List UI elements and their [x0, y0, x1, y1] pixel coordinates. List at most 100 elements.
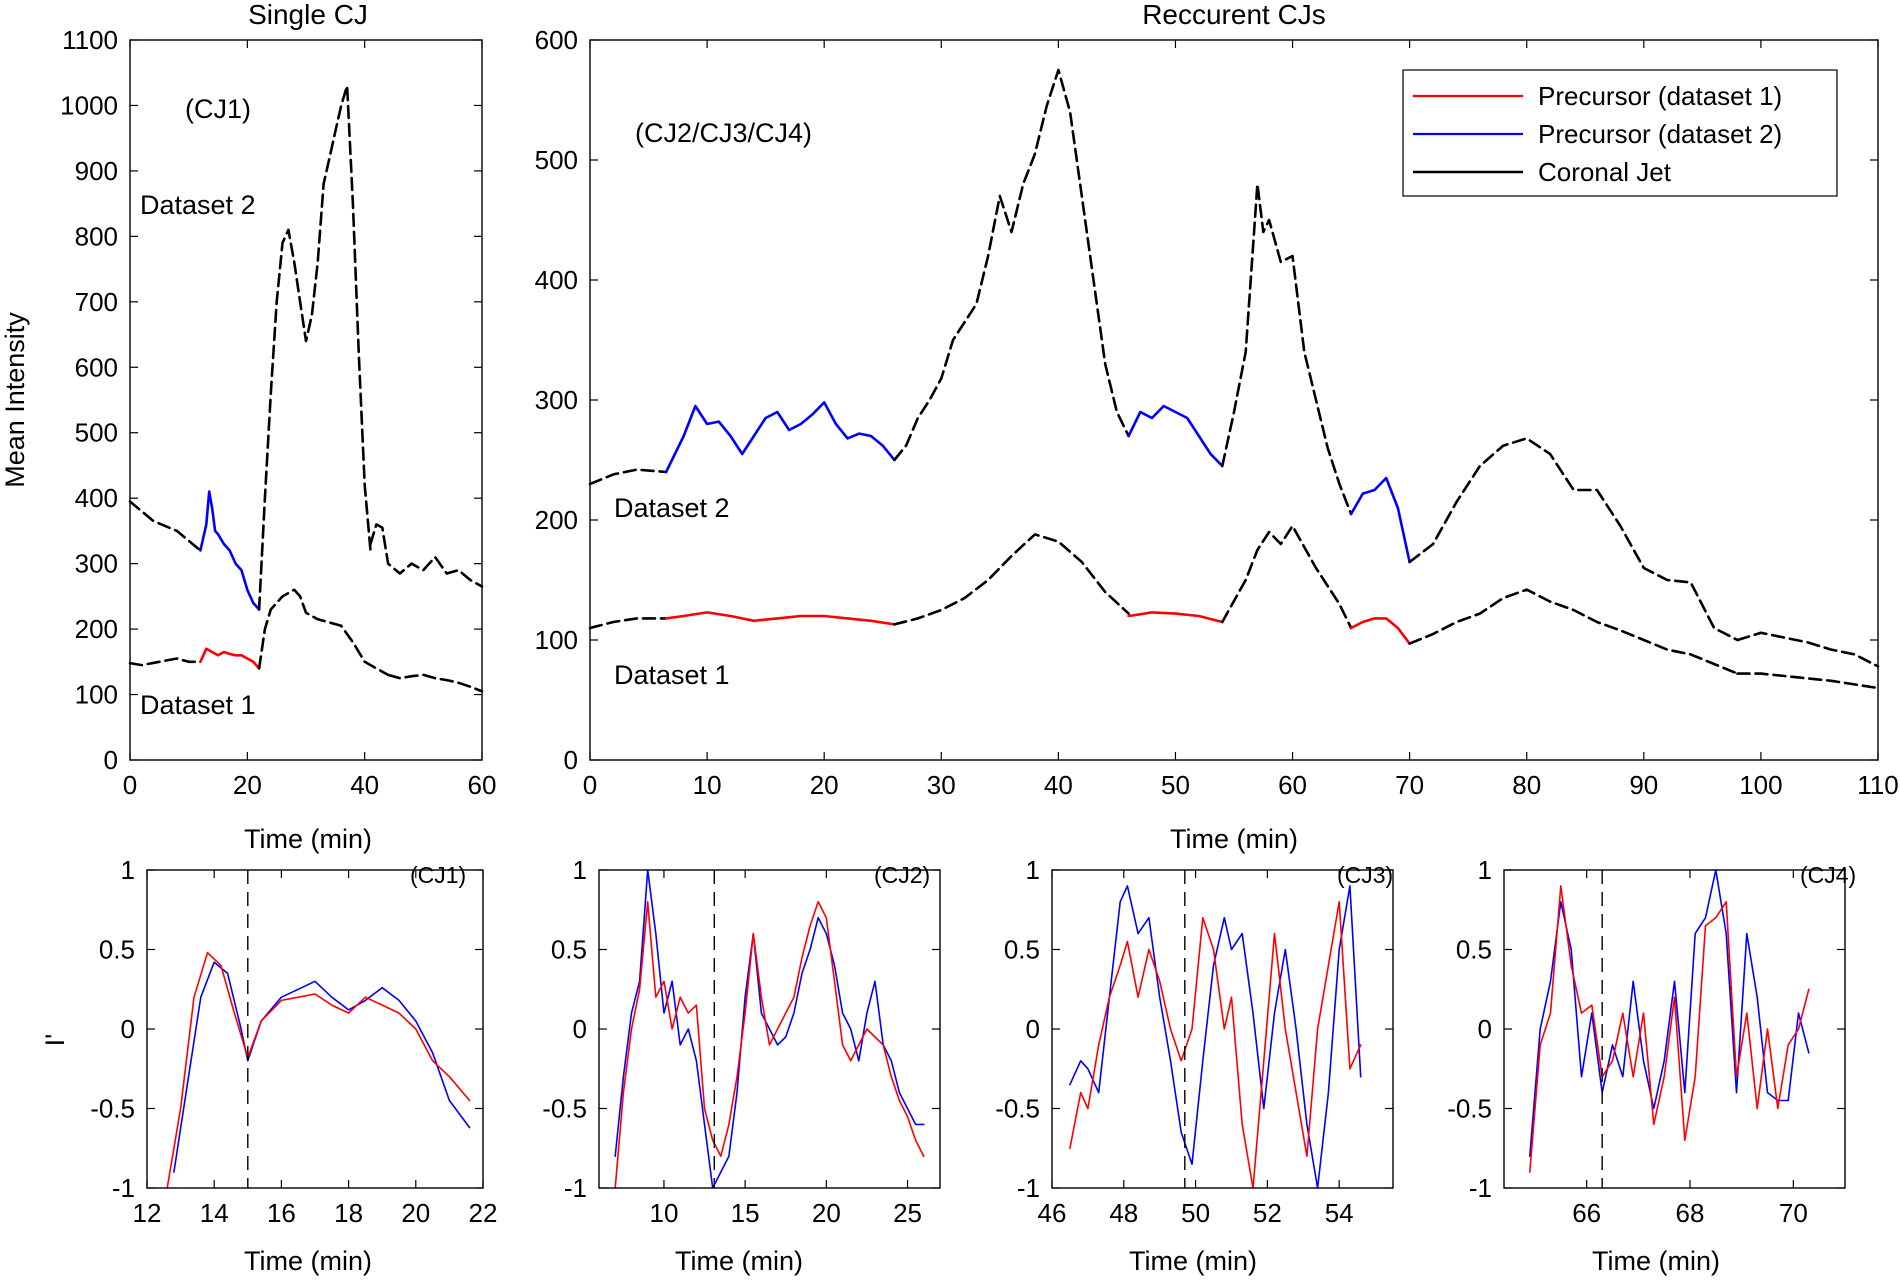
y-tick-label-cj1-detail-4: 1	[121, 855, 135, 885]
x-tick-label-cj1-detail-2: 16	[267, 1198, 296, 1228]
axes-box-cj3-detail	[1051, 869, 1394, 1189]
panel-cj1-detail: I' Time (min) (CJ1) 12 14 16 18 20 22 -1 -0.5 0 0…	[40, 855, 497, 1276]
series-group-cj2-detail	[614, 869, 925, 1189]
y-tick-label-single-cj-8: 800	[75, 221, 118, 251]
series-line-single-cj-6	[257, 588, 390, 677]
annotation-cj2-cj3-cj4: (CJ2/CJ3/CJ4)	[635, 118, 812, 148]
y-tick-label-single-cj-5: 500	[75, 418, 118, 448]
x-tick-label-cj2-detail-0: 10	[649, 1198, 678, 1228]
panel-title-recurrent-cjs: Reccurent CJs	[1142, 0, 1326, 30]
annotation-dataset2-recurrent: Dataset 2	[614, 493, 730, 523]
x-tick-label-recurrent-cjs-10: 100	[1739, 770, 1782, 800]
x-tick-label-recurrent-cjs-11: 110	[1857, 770, 1898, 800]
x-tick-label-cj3-detail-1: 48	[1109, 1198, 1138, 1228]
label-cj1-detail: (CJ1)	[410, 862, 466, 888]
series-line-recurrent-cjs-2	[893, 68, 1130, 462]
series-line-single-cj-0	[128, 500, 202, 552]
x-tick-label-single-cj-0: 0	[123, 770, 137, 800]
y-tick-label-single-cj-1: 100	[75, 680, 118, 710]
x-tick-label-recurrent-cjs-5: 50	[1161, 770, 1190, 800]
panel-cj3-detail: Time (min) (CJ3) 46 48 50 52 54 -1 -0.5 0 0.5 1	[995, 855, 1394, 1276]
x-tick-label-recurrent-cjs-3: 30	[927, 770, 956, 800]
x-axis-label-cj1: Time (min)	[244, 1246, 372, 1276]
y-tick-label-cj2-detail-0: -1	[564, 1173, 587, 1203]
series-line-recurrent-cjs-0	[588, 468, 668, 486]
y-tick-label-single-cj-9: 900	[75, 156, 118, 186]
panel-title-single-cj: Single CJ	[248, 0, 368, 30]
x-axis-label-cj4: Time (min)	[1592, 1246, 1720, 1276]
x-tick-label-cj3-detail-0: 46	[1038, 1198, 1067, 1228]
series-group-cj1-detail	[166, 951, 471, 1189]
series-line-recurrent-cjs-1	[664, 401, 896, 474]
series-line-recurrent-cjs-11	[1127, 611, 1224, 624]
x-tick-label-recurrent-cjs-9: 90	[1629, 770, 1658, 800]
y-tick-label-cj2-detail-1: -0.5	[542, 1094, 587, 1124]
y-tick-label-single-cj-10: 1000	[60, 90, 118, 120]
x-tick-label-cj4-detail-0: 66	[1572, 1198, 1601, 1228]
x-axis-label-recurrent: Time (min)	[1170, 824, 1298, 854]
x-axis-label-single-cj: Time (min)	[244, 824, 372, 854]
series-line-cj3-detail-0	[1069, 885, 1362, 1189]
series-line-recurrent-cjs-9	[664, 611, 896, 626]
axes-box-single-cj	[129, 39, 483, 761]
series-line-single-cj-2	[257, 84, 372, 611]
y-tick-label-cj4-detail-0: -1	[1469, 1173, 1492, 1203]
y-tick-label-cj3-detail-3: 0.5	[1004, 935, 1040, 965]
x-tick-label-cj1-detail-1: 14	[200, 1198, 229, 1228]
x-tick-label-cj3-detail-4: 54	[1325, 1198, 1354, 1228]
y-tick-label-single-cj-4: 400	[75, 483, 118, 513]
y-axis-label-i-prime: I'	[40, 1034, 70, 1047]
axes-box-cj4-detail	[1503, 869, 1846, 1189]
legend: Precursor (dataset 1) Precursor (dataset…	[1402, 69, 1838, 197]
y-axis-label-mean-intensity: Mean Intensity	[0, 312, 30, 488]
series-line-single-cj-3	[369, 523, 484, 588]
y-tick-label-cj4-detail-4: 1	[1478, 855, 1492, 885]
y-tick-label-recurrent-cjs-2: 200	[535, 505, 578, 535]
series-line-recurrent-cjs-4	[1221, 182, 1353, 516]
axes-box-cj1-detail	[146, 869, 484, 1189]
y-tick-label-single-cj-3: 300	[75, 549, 118, 579]
series-group-recurrent-cjs	[588, 68, 1880, 690]
x-tick-label-recurrent-cjs-8: 80	[1512, 770, 1541, 800]
panel-single-cj: Single CJ Mean Intensity Time (min) (CJ1…	[0, 0, 496, 854]
x-tick-label-single-cj-2: 40	[350, 770, 379, 800]
legend-label-coronal-jet: Coronal Jet	[1538, 157, 1672, 187]
series-line-recurrent-cjs-12	[1221, 524, 1353, 630]
series-group-cj4-detail	[1529, 869, 1810, 1173]
y-tick-label-cj1-detail-0: -1	[112, 1173, 135, 1203]
x-tick-label-cj4-detail-2: 70	[1779, 1198, 1808, 1228]
x-tick-label-single-cj-3: 60	[468, 770, 497, 800]
annotation-cj1: (CJ1)	[185, 94, 251, 124]
x-tick-label-cj1-detail-5: 22	[469, 1198, 498, 1228]
series-line-recurrent-cjs-15	[1736, 672, 1880, 690]
x-tick-label-cj2-detail-3: 25	[893, 1198, 922, 1228]
series-line-cj2-detail-1	[614, 900, 925, 1189]
x-tick-label-recurrent-cjs-4: 40	[1044, 770, 1073, 800]
y-tick-label-cj1-detail-3: 0.5	[99, 935, 135, 965]
series-group-single-cj	[128, 84, 484, 693]
y-tick-label-cj4-detail-3: 0.5	[1456, 935, 1492, 965]
x-tick-label-cj2-detail-1: 15	[731, 1198, 760, 1228]
series-line-single-cj-4	[128, 657, 202, 667]
series-line-recurrent-cjs-6	[1408, 437, 1739, 642]
series-line-recurrent-cjs-7	[1736, 631, 1880, 668]
y-tick-label-cj4-detail-1: -0.5	[1447, 1094, 1492, 1124]
series-line-recurrent-cjs-8	[588, 617, 668, 630]
y-tick-label-single-cj-0: 0	[104, 745, 118, 775]
annotation-dataset2-single: Dataset 2	[140, 190, 256, 220]
x-axis-label-cj3: Time (min)	[1129, 1246, 1257, 1276]
series-line-cj4-detail-1	[1529, 885, 1810, 1173]
x-tick-label-recurrent-cjs-7: 70	[1395, 770, 1424, 800]
x-tick-label-cj1-detail-0: 12	[133, 1198, 162, 1228]
x-axis-label-cj2: Time (min)	[675, 1246, 803, 1276]
series-line-recurrent-cjs-10	[893, 533, 1130, 626]
panel-recurrent-cjs: Reccurent CJs Time (min) (CJ2/CJ3/CJ4) D…	[535, 0, 1899, 854]
series-line-cj4-detail-0	[1529, 869, 1810, 1157]
series-line-recurrent-cjs-3	[1127, 404, 1224, 468]
series-line-recurrent-cjs-5	[1349, 476, 1411, 564]
x-tick-label-recurrent-cjs-1: 10	[693, 770, 722, 800]
y-tick-label-cj1-detail-2: 0	[121, 1014, 135, 1044]
x-tick-label-recurrent-cjs-2: 20	[810, 770, 839, 800]
panel-cj2-detail: Time (min) (CJ2) 10 15 20 25 -1 -0.5 0 0.5 1	[542, 855, 941, 1276]
